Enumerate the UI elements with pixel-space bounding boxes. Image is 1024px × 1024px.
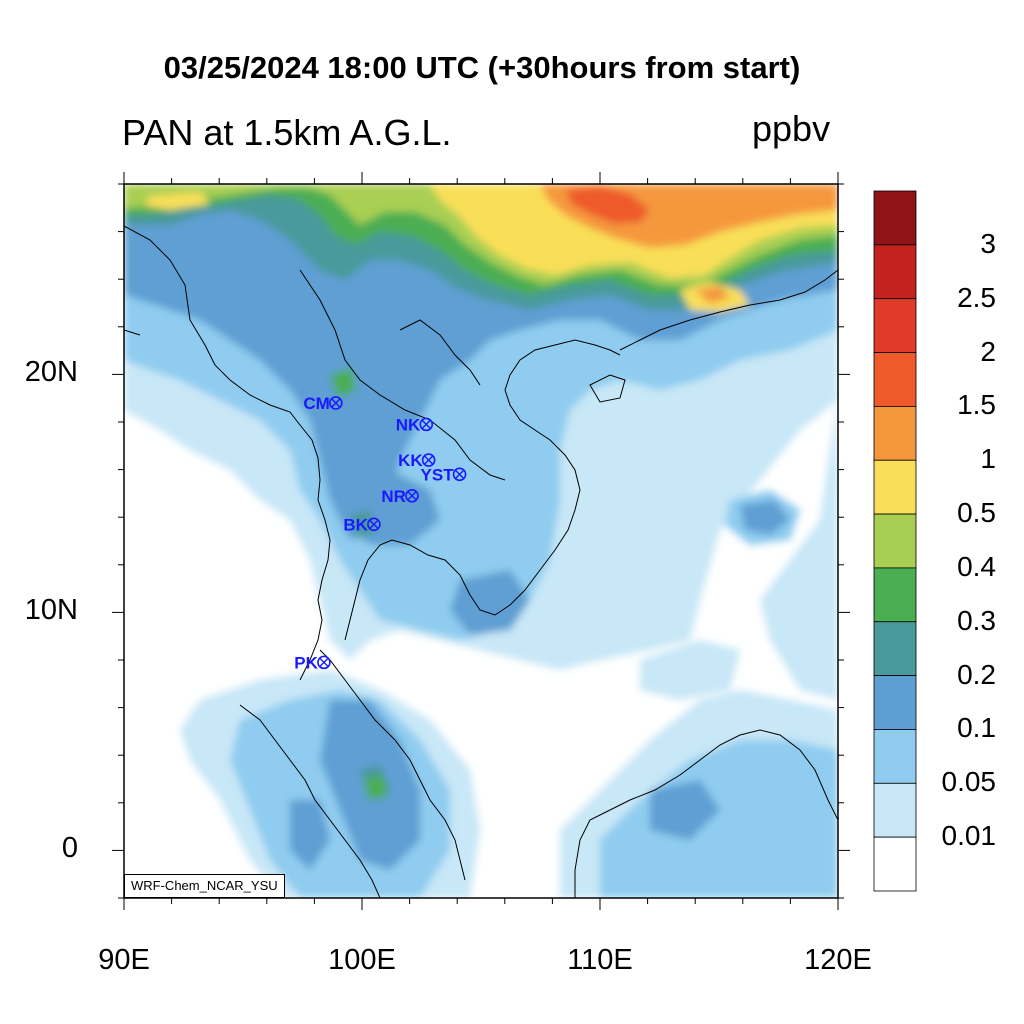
coastlines bbox=[124, 225, 838, 898]
colorbar-swatch bbox=[873, 190, 917, 246]
colorbar-label: 0.3 bbox=[957, 604, 996, 636]
station-marker-cross bbox=[331, 398, 341, 408]
concentration-field bbox=[124, 184, 838, 898]
colorbar-label: 0.05 bbox=[941, 766, 997, 798]
colorbar-swatch bbox=[873, 352, 917, 407]
map-title: 03/25/2024 18:00 UTC (+30hours from star… bbox=[163, 50, 801, 85]
station-nr: NR bbox=[381, 487, 419, 506]
colorbar-swatch bbox=[873, 782, 917, 838]
colorbar-label: 0.2 bbox=[957, 658, 996, 690]
station-pk: PK bbox=[294, 653, 331, 672]
y-tick-label: 10N bbox=[24, 594, 78, 627]
station-kk: KK bbox=[398, 451, 436, 470]
map-frame bbox=[123, 183, 839, 899]
colorbar-label: 2 bbox=[980, 335, 996, 367]
colorbar-label: 0.5 bbox=[957, 497, 996, 529]
station-marker-icon bbox=[317, 655, 331, 670]
colorbar-swatch bbox=[873, 513, 917, 569]
station-marker-icon bbox=[452, 467, 467, 482]
colorbar-label: 0.1 bbox=[957, 712, 996, 744]
station-label: NK bbox=[396, 415, 421, 434]
station-yst: YST bbox=[421, 465, 467, 484]
axis-ticks bbox=[112, 172, 850, 910]
colorbar-swatch bbox=[873, 244, 917, 300]
station-nk: NK bbox=[396, 415, 434, 434]
colorbar-label: 0.4 bbox=[957, 550, 996, 582]
colorbar-label: 1 bbox=[980, 443, 996, 475]
colorbar-swatch bbox=[873, 836, 917, 892]
station-marker-cross bbox=[421, 419, 431, 429]
units-label: ppbv bbox=[752, 108, 831, 149]
station-marker-icon bbox=[419, 417, 434, 432]
station-label: NR bbox=[381, 487, 406, 506]
x-tick-label: 90E bbox=[98, 944, 150, 976]
station-marker-icon bbox=[405, 488, 419, 503]
station-marker-cross bbox=[424, 455, 434, 465]
x-tick-label: 110E bbox=[567, 944, 633, 976]
station-marker-cross bbox=[407, 491, 417, 501]
station-marker-cross bbox=[455, 469, 465, 479]
colorbar-swatch bbox=[873, 459, 917, 515]
colorbar-swatch bbox=[873, 298, 917, 353]
station-marker-icon bbox=[421, 453, 436, 467]
colorbar-label: 0.01 bbox=[941, 820, 997, 852]
station-label: KK bbox=[398, 451, 423, 470]
station-bk: BK bbox=[343, 515, 381, 534]
colorbar-label: 2.5 bbox=[957, 281, 996, 313]
station-marker-cross bbox=[369, 519, 379, 529]
variable-title: PAN at 1.5km A.G.L. bbox=[122, 112, 452, 153]
y-tick-label: 20N bbox=[24, 356, 78, 389]
x-tick-label: 120E bbox=[804, 944, 872, 976]
station-label: CM bbox=[303, 394, 329, 413]
station-cm: CM bbox=[303, 394, 343, 413]
station-label: YST bbox=[421, 465, 455, 484]
station-label: PK bbox=[294, 653, 318, 672]
colorbar-swatch bbox=[873, 729, 917, 784]
colorbar-swatch bbox=[873, 621, 917, 677]
colorbar-label: 3 bbox=[980, 227, 996, 259]
station-marker-icon bbox=[367, 517, 381, 532]
station-marker-icon bbox=[329, 396, 343, 410]
colorbar-swatch bbox=[873, 405, 917, 461]
model-credit: WRF-Chem_NCAR_YSU bbox=[124, 874, 285, 898]
colorbar-swatch bbox=[873, 675, 917, 730]
station-marker-cross bbox=[319, 657, 329, 667]
colorbar-label: 1.5 bbox=[957, 389, 996, 421]
colorbar bbox=[873, 190, 917, 892]
station-label: BK bbox=[343, 515, 368, 534]
colorbar-swatch bbox=[873, 567, 917, 623]
x-tick-label: 100E bbox=[328, 944, 396, 976]
y-tick-label: 0 bbox=[61, 832, 78, 865]
